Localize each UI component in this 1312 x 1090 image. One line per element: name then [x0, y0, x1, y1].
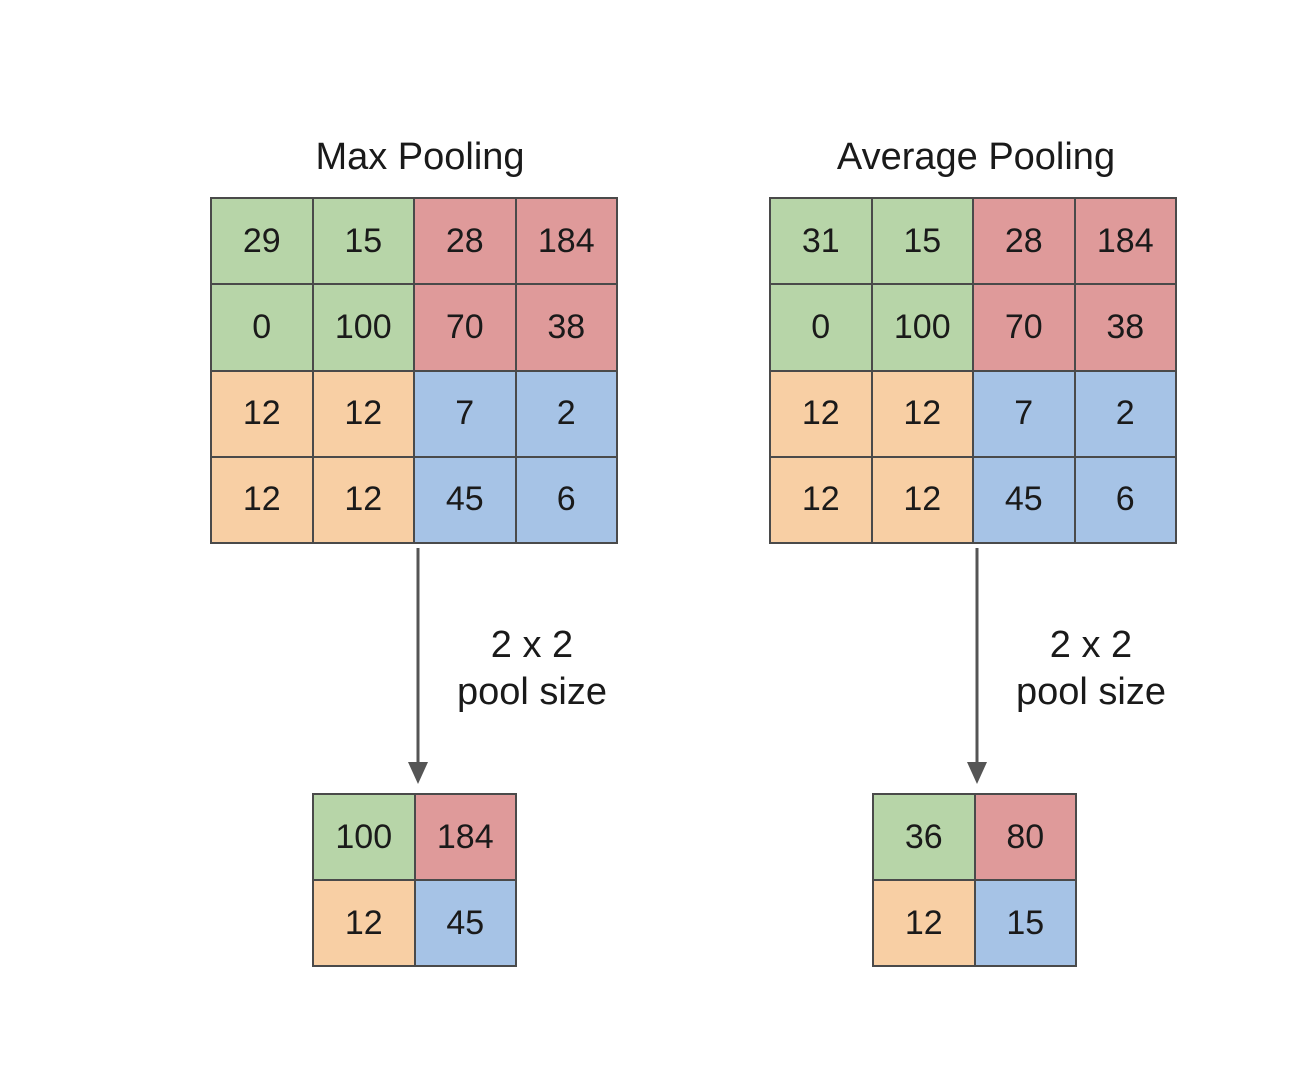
input-cell: 100 — [313, 285, 413, 370]
pool-size-dimensions: 2 x 2 — [1049, 624, 1133, 666]
input-cell: 100 — [872, 285, 972, 370]
max-pooling-arrow-icon — [408, 548, 428, 784]
average-pooling-input-grid: 31 15 28 184 0 100 70 38 12 12 7 2 12 12… — [769, 197, 1177, 544]
max-pooling-title: Max Pooling — [315, 136, 525, 178]
input-cell: 12 — [771, 371, 871, 456]
input-cell: 12 — [313, 371, 413, 456]
input-cell: 70 — [415, 285, 515, 370]
output-cell: 45 — [415, 881, 515, 965]
output-cell: 36 — [874, 795, 974, 879]
arrow-head — [967, 762, 987, 784]
max-pooling-pool-size-label: 2 x 2 pool size — [432, 622, 632, 716]
input-cell: 12 — [212, 371, 312, 456]
input-cell: 45 — [974, 457, 1074, 542]
average-pooling-arrow-icon — [967, 548, 987, 784]
input-cell: 12 — [872, 371, 972, 456]
output-cell: 80 — [975, 795, 1075, 879]
output-cell: 15 — [975, 881, 1075, 965]
pool-size-text: pool size — [1016, 671, 1166, 713]
average-pooling-output-grid: 36 80 12 15 — [872, 793, 1077, 967]
pool-size-text: pool size — [457, 671, 607, 713]
input-cell: 15 — [872, 199, 972, 284]
input-cell: 0 — [771, 285, 871, 370]
input-cell: 2 — [1075, 371, 1175, 456]
output-cell: 12 — [314, 881, 414, 965]
input-cell: 38 — [516, 285, 616, 370]
output-cell: 12 — [874, 881, 974, 965]
max-pooling-output-grid: 100 184 12 45 — [312, 793, 517, 967]
input-cell: 184 — [516, 199, 616, 284]
input-cell: 12 — [771, 457, 871, 542]
input-cell: 2 — [516, 371, 616, 456]
input-cell: 70 — [974, 285, 1074, 370]
output-cell: 184 — [415, 795, 515, 879]
input-cell: 6 — [516, 457, 616, 542]
average-pooling-title: Average Pooling — [836, 136, 1116, 178]
input-cell: 184 — [1075, 199, 1175, 284]
max-pooling-input-grid: 29 15 28 184 0 100 70 38 12 12 7 2 12 12… — [210, 197, 618, 544]
input-cell: 45 — [415, 457, 515, 542]
input-cell: 6 — [1075, 457, 1175, 542]
input-cell: 12 — [313, 457, 413, 542]
average-pooling-pool-size-label: 2 x 2 pool size — [991, 622, 1191, 716]
pool-size-dimensions: 2 x 2 — [490, 624, 574, 666]
input-cell: 15 — [313, 199, 413, 284]
input-cell: 38 — [1075, 285, 1175, 370]
input-cell: 7 — [415, 371, 515, 456]
input-cell: 29 — [212, 199, 312, 284]
input-cell: 7 — [974, 371, 1074, 456]
input-cell: 28 — [415, 199, 515, 284]
arrow-head — [408, 762, 428, 784]
input-cell: 12 — [872, 457, 972, 542]
output-cell: 100 — [314, 795, 414, 879]
input-cell: 28 — [974, 199, 1074, 284]
input-cell: 31 — [771, 199, 871, 284]
input-cell: 12 — [212, 457, 312, 542]
input-cell: 0 — [212, 285, 312, 370]
